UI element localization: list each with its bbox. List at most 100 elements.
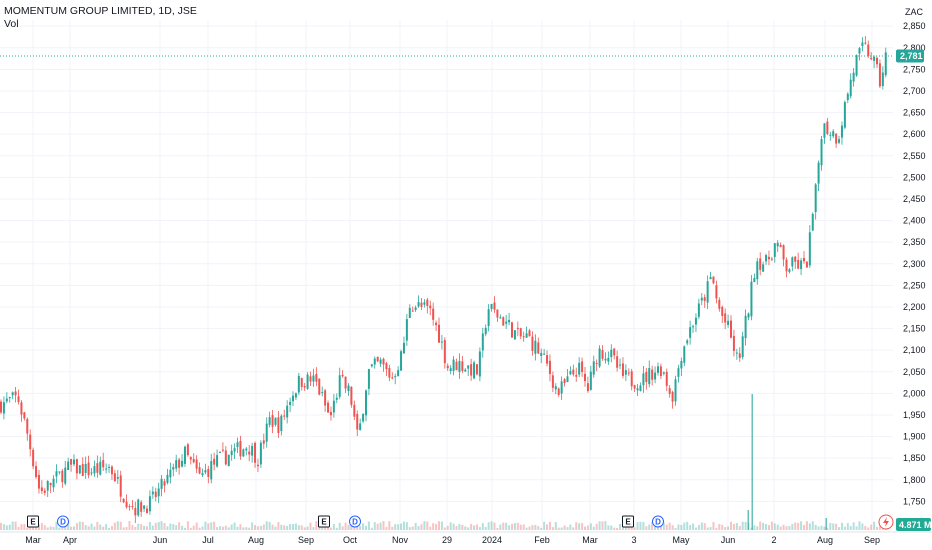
volume-bar	[236, 526, 239, 530]
y-tick-label[interactable]: 2,300	[903, 259, 926, 269]
x-tick-label[interactable]: Sep	[864, 535, 880, 545]
volume-bar	[216, 527, 219, 530]
y-tick-label[interactable]: 2,250	[903, 280, 926, 290]
candle	[738, 347, 741, 362]
candle	[277, 410, 280, 438]
candle	[715, 280, 718, 304]
y-tick-label[interactable]: 2,050	[903, 367, 926, 377]
price-axis[interactable]: 1,750 1,800 1,850 1,900 1,950 2,000 2,050 2,100…	[903, 21, 926, 506]
candle	[382, 357, 385, 372]
y-tick-label[interactable]: 1,750	[903, 496, 926, 506]
flash-icon[interactable]	[878, 514, 894, 530]
earnings-event-icon[interactable]: E	[622, 515, 634, 528]
x-tick-label[interactable]: 29	[442, 535, 452, 545]
dividend-event-icon[interactable]: D	[57, 515, 69, 528]
svg-text:D: D	[352, 518, 358, 527]
volume-bar	[639, 521, 642, 530]
candle	[181, 454, 184, 468]
y-tick-label[interactable]: 2,600	[903, 129, 926, 139]
volume-bar	[475, 524, 478, 530]
x-tick-label[interactable]: Mar	[582, 535, 598, 545]
candle	[779, 242, 782, 248]
y-tick-label[interactable]: 2,400	[903, 216, 926, 226]
x-tick-label[interactable]: 2024	[482, 535, 502, 545]
symbol-title[interactable]: MOMENTUM GROUP LIMITED, 1D, JSE	[4, 5, 197, 17]
candle	[627, 368, 630, 376]
y-tick-label[interactable]: 2,850	[903, 21, 926, 31]
x-tick-label[interactable]: Jun	[721, 535, 736, 545]
candle	[537, 337, 540, 355]
volume-bar	[604, 521, 607, 530]
x-tick-label[interactable]: May	[672, 535, 690, 545]
time-axis[interactable]: Mar Apr Jun Jul Aug Sep Oct Nov 29 2024 Feb Mar 3 May…	[0, 531, 932, 545]
volume-bar	[198, 527, 201, 530]
candle	[245, 447, 248, 456]
volume-bar	[20, 524, 23, 530]
volume-bar	[540, 527, 543, 530]
candle	[256, 458, 259, 473]
y-tick-label[interactable]: 1,950	[903, 410, 926, 420]
volume-bar	[435, 524, 438, 530]
candle	[283, 409, 286, 420]
candle	[99, 456, 102, 476]
volume-bar	[338, 522, 341, 530]
candle	[324, 388, 327, 412]
y-tick-label[interactable]: 2,750	[903, 64, 926, 74]
volume-bar	[598, 521, 601, 530]
x-tick-label[interactable]: 3	[631, 535, 636, 545]
x-tick-label[interactable]: Jun	[153, 535, 168, 545]
dividend-event-icon[interactable]: D	[652, 515, 664, 528]
x-tick-label[interactable]: Apr	[63, 535, 77, 545]
y-tick-label[interactable]: 2,150	[903, 324, 926, 334]
y-tick-label[interactable]: 2,200	[903, 302, 926, 312]
y-tick-label[interactable]: 2,450	[903, 194, 926, 204]
volume-bar	[508, 525, 511, 530]
y-tick-label[interactable]: 2,000	[903, 388, 926, 398]
volume-bar	[90, 523, 93, 530]
earnings-event-icon[interactable]: E	[318, 515, 330, 528]
y-tick-label[interactable]: 2,100	[903, 345, 926, 355]
y-tick-label[interactable]: 2,800	[903, 43, 926, 53]
x-tick-label[interactable]: Nov	[392, 535, 409, 545]
candle	[703, 294, 706, 308]
y-tick-label[interactable]: 2,350	[903, 237, 926, 247]
x-tick-label[interactable]: Jul	[202, 535, 214, 545]
x-tick-label[interactable]: Sep	[298, 535, 314, 545]
volume-bar	[274, 526, 277, 530]
volume-bar	[730, 521, 732, 530]
x-tick-label[interactable]: Feb	[534, 535, 550, 545]
volume-bar	[803, 525, 805, 530]
candle	[484, 324, 487, 337]
y-tick-label[interactable]: 2,700	[903, 86, 926, 96]
volume-bar	[668, 522, 671, 530]
volume-bar	[400, 523, 403, 530]
volume-bar	[613, 527, 616, 530]
dividend-event-icon[interactable]: D	[349, 515, 361, 528]
candle	[759, 252, 762, 276]
candle	[735, 348, 738, 360]
x-tick-label[interactable]: Oct	[343, 535, 358, 545]
candle	[408, 304, 411, 319]
volume-bar	[732, 523, 735, 530]
x-tick-label[interactable]: Aug	[817, 535, 833, 545]
y-tick-label[interactable]: 2,650	[903, 108, 926, 118]
volume-bar	[359, 525, 362, 530]
candle	[747, 312, 750, 321]
x-tick-label[interactable]: Mar	[25, 535, 41, 545]
x-tick-label[interactable]: 2	[771, 535, 776, 545]
y-tick-label[interactable]: 1,850	[903, 453, 926, 463]
x-tick-label[interactable]: Aug	[248, 535, 264, 545]
y-tick-label[interactable]: 2,550	[903, 151, 926, 161]
volume-bar	[706, 527, 709, 530]
candle	[727, 314, 730, 328]
currency-label[interactable]: ZAC	[905, 7, 924, 17]
earnings-event-icon[interactable]: E	[27, 515, 39, 528]
y-tick-label[interactable]: 1,800	[903, 475, 926, 485]
volume-bar	[648, 524, 651, 530]
volume-legend-label[interactable]: Vol	[4, 18, 19, 30]
y-tick-label[interactable]: 1,900	[903, 432, 926, 442]
y-tick-label[interactable]: 2,500	[903, 172, 926, 182]
